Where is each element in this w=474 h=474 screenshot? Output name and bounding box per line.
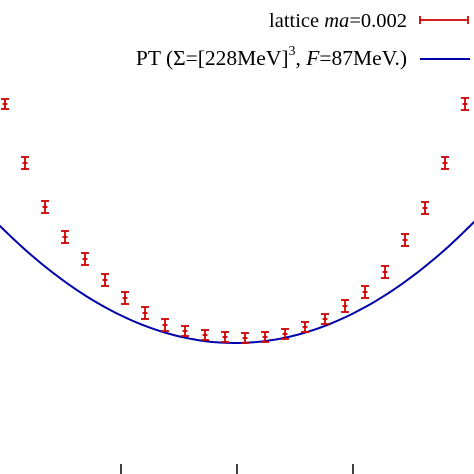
error-bar-point [401,233,409,247]
error-bar-point [281,328,289,340]
error-bar-point [441,156,449,170]
error-bar-point [461,97,469,111]
error-bar-point [201,329,209,341]
legend-label-lattice: lattice ma=0.002 [269,10,407,32]
error-bar-point [101,273,109,287]
legend-label-pt: PT (Σ=[228MeV]3, F=87MeV.) [136,44,407,70]
error-bar-point [81,252,89,266]
error-bar-point [361,285,369,299]
error-bar-point [61,230,69,244]
x-axis-ticks [120,464,354,474]
error-bar-point [301,321,309,333]
error-bar-point [1,98,9,110]
error-bar-point [161,318,169,332]
legend: lattice ma=0.002 PT (Σ=[228MeV]3, F=87Me… [136,10,470,70]
error-bar-point [21,156,29,170]
error-bar-point [181,325,189,337]
legend-marker-lattice [419,16,469,24]
error-bar-point [41,200,49,214]
error-bar-point [261,331,269,343]
error-bar-point [421,201,429,215]
error-bar-point [221,331,229,343]
error-bar-point [321,313,329,325]
error-bar-point [241,332,249,344]
error-bar-point [381,265,389,279]
error-bar-point [341,299,349,313]
error-bar-point [141,306,149,320]
error-bar-point [121,291,129,305]
plot-area [0,97,474,344]
pt-curve [0,220,474,344]
